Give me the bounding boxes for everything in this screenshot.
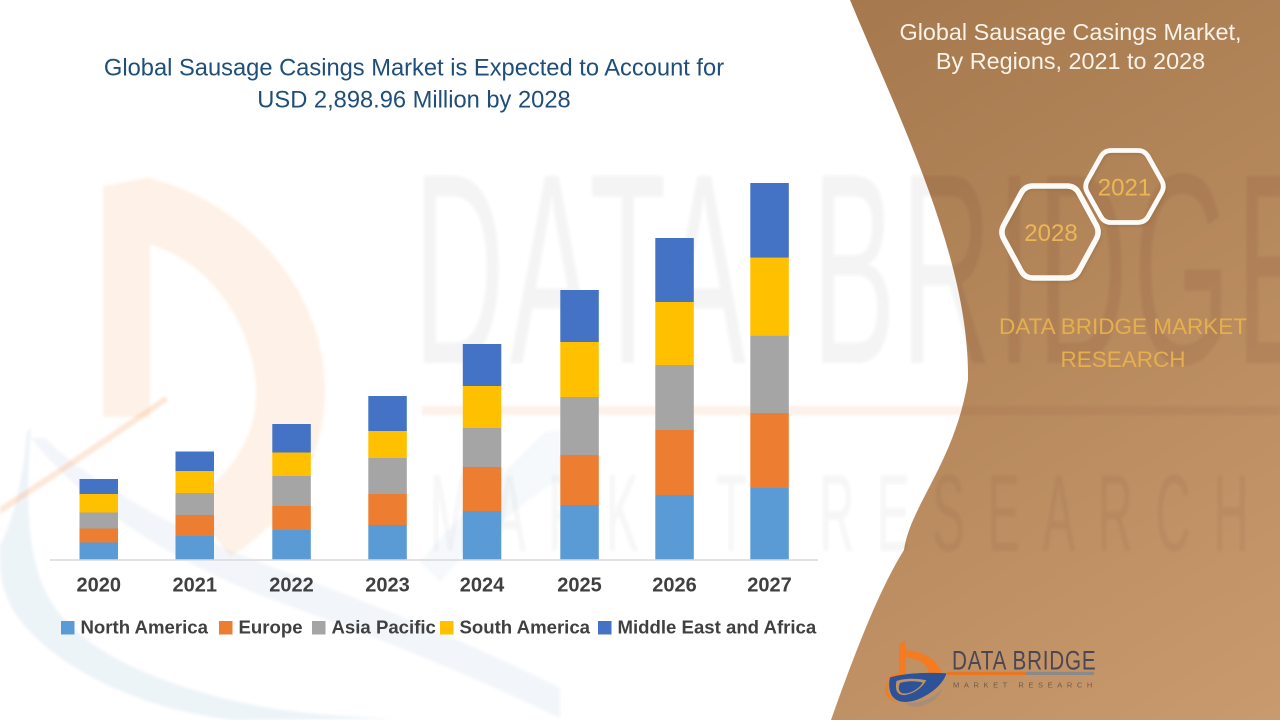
svg-text:Global Sausage Casings Market: Global Sausage Casings Market is Expecte…: [104, 56, 724, 82]
svg-text:South America: South America: [460, 617, 591, 638]
svg-text:2026: 2026: [652, 575, 697, 597]
svg-text:DATA BRIDGE: DATA BRIDGE: [952, 646, 1096, 676]
svg-text:Global Sausage Casings Market,: Global Sausage Casings Market,: [900, 19, 1242, 45]
svg-text:2028: 2028: [1024, 220, 1077, 247]
svg-text:North America: North America: [81, 617, 209, 638]
svg-text:USD 2,898.96 Million by 2028: USD 2,898.96 Million by 2028: [257, 88, 570, 114]
svg-text:2020: 2020: [77, 575, 122, 597]
svg-text:2025: 2025: [557, 575, 602, 597]
svg-text:2022: 2022: [269, 575, 314, 597]
svg-text:2021: 2021: [173, 575, 218, 597]
svg-text:Europe: Europe: [239, 617, 303, 638]
svg-text:DATA BRIDGE MARKET: DATA BRIDGE MARKET: [999, 314, 1247, 339]
svg-text:By Regions, 2021 to 2028: By Regions, 2021 to 2028: [936, 48, 1205, 74]
svg-text:2023: 2023: [365, 575, 410, 597]
svg-text:2027: 2027: [747, 575, 792, 597]
svg-text:RESEARCH: RESEARCH: [1060, 347, 1185, 372]
svg-text:Asia Pacific: Asia Pacific: [332, 617, 436, 638]
svg-text:2024: 2024: [460, 575, 505, 597]
svg-text:MARKET RESEARCH: MARKET RESEARCH: [953, 681, 1097, 690]
svg-text:2021: 2021: [1098, 175, 1151, 202]
svg-text:Middle East and Africa: Middle East and Africa: [618, 617, 817, 638]
